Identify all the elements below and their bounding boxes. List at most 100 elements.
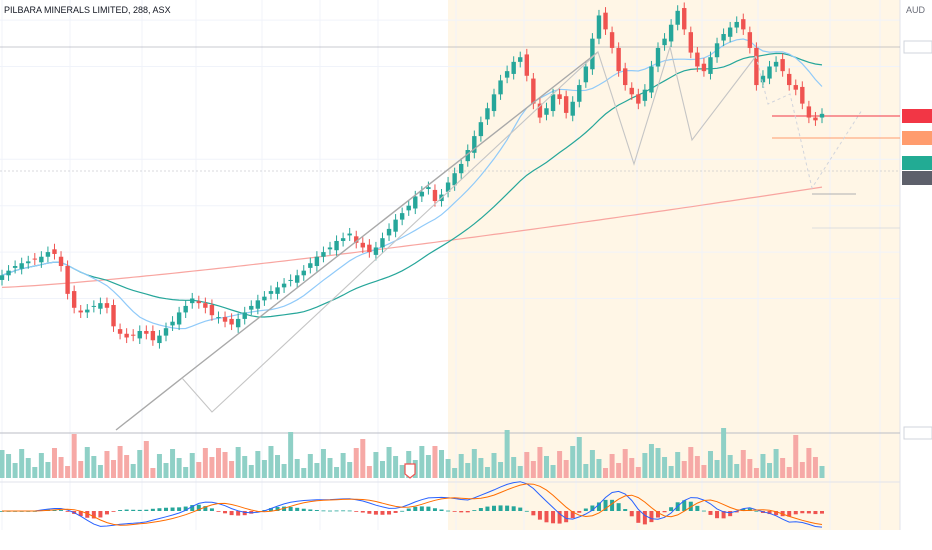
macd-histogram-bar <box>380 511 385 515</box>
candle-body <box>124 333 129 338</box>
volume-bar <box>235 447 241 478</box>
macd-histogram-bar <box>59 510 64 511</box>
candle-body <box>780 59 785 72</box>
macd-histogram-bar <box>314 510 319 511</box>
macd-panel <box>0 481 824 528</box>
macd-histogram-bar <box>78 511 83 517</box>
macd-histogram-bar <box>367 511 372 514</box>
macd-histogram-bar <box>557 511 562 524</box>
candle-body <box>596 15 602 39</box>
macd-histogram-bar <box>85 511 90 518</box>
candle-body <box>524 54 529 76</box>
low-value-box <box>903 426 932 440</box>
price-badge <box>902 156 932 170</box>
macd-histogram-bar <box>800 511 805 514</box>
level-lines <box>0 46 900 434</box>
macd-histogram-bar <box>229 511 234 516</box>
macd-histogram-bar <box>216 511 221 512</box>
candle-body <box>655 47 661 67</box>
volume-bar <box>38 453 44 478</box>
volume-bar <box>812 457 818 478</box>
candle-body <box>537 103 543 118</box>
candle-body <box>334 240 339 251</box>
volume-bar <box>255 451 261 478</box>
volume-bar <box>163 463 169 478</box>
candle-body <box>406 205 411 211</box>
volume-bar <box>320 449 326 478</box>
candle-body <box>688 32 693 53</box>
candle-body <box>255 300 261 309</box>
macd-histogram-bar <box>715 511 720 519</box>
price-badge <box>902 131 932 145</box>
macd-histogram-bar <box>413 506 418 511</box>
volume-bar <box>242 456 248 478</box>
candle-body <box>203 303 208 308</box>
price-badge <box>902 109 932 123</box>
earnings-event-marker[interactable] <box>404 463 416 479</box>
currency-label: AUD <box>906 5 926 15</box>
volume-bar <box>281 464 287 478</box>
candle-body <box>137 330 142 339</box>
candle-body <box>800 86 805 104</box>
candle-body <box>52 249 57 254</box>
macd-histogram-bar <box>537 511 542 520</box>
candle-body <box>682 8 687 30</box>
candle-body <box>701 63 707 72</box>
macd-histogram-bar <box>518 507 523 511</box>
volume-bar <box>294 459 300 478</box>
volume-bar <box>616 463 622 478</box>
macd-histogram-bar <box>669 507 674 511</box>
volume-bar <box>570 446 576 478</box>
macd-histogram-bar <box>321 510 326 512</box>
volume-bar <box>550 465 556 478</box>
candle-body <box>478 122 484 137</box>
volume-bar <box>524 452 530 478</box>
volume-bar <box>124 455 130 478</box>
macd-histogram-bar <box>196 504 201 511</box>
candle-body <box>531 78 536 104</box>
macd-histogram-bar <box>203 506 208 511</box>
volume-bar <box>714 460 720 478</box>
macd-histogram-bar <box>419 506 424 511</box>
macd-histogram-bar <box>452 511 457 512</box>
volume-bar <box>517 466 523 478</box>
macd-histogram-bar <box>570 511 575 519</box>
macd-histogram-bar <box>623 509 628 511</box>
volume-bar <box>393 456 399 478</box>
candle-body <box>104 303 110 308</box>
candle-body <box>144 330 149 334</box>
macd-histogram-bar <box>754 510 759 512</box>
volume-bar <box>379 461 385 478</box>
macd-histogram-bar <box>164 507 168 511</box>
volume-bar <box>45 462 51 478</box>
volume-bar <box>104 451 110 478</box>
candle-body <box>6 270 11 276</box>
candle-body <box>577 85 582 102</box>
macd-histogram-bar <box>439 509 444 511</box>
candle-body <box>242 312 247 319</box>
macd-histogram-bar <box>544 511 549 523</box>
candle-body <box>787 73 792 86</box>
candle-body <box>557 94 562 99</box>
candle-body <box>668 24 674 42</box>
macd-histogram-bar <box>354 511 359 512</box>
volume-bar <box>773 449 779 478</box>
macd-histogram-bar <box>774 511 779 516</box>
volume-bar <box>511 457 517 478</box>
volume-bar <box>747 459 753 478</box>
candle-body <box>419 191 425 197</box>
earnings-event-badge <box>404 463 416 479</box>
candle-body <box>373 247 379 255</box>
volume-bar <box>347 462 353 478</box>
volume-bar <box>268 446 274 478</box>
volume-bar <box>301 468 307 478</box>
volume-bar <box>373 452 379 478</box>
macd-histogram-bar <box>288 506 293 511</box>
volume-bar <box>399 465 405 478</box>
volume-bar <box>721 428 727 478</box>
candle-body <box>806 106 812 118</box>
volume-bar <box>458 454 464 478</box>
candle-body <box>65 266 70 294</box>
volume-bar <box>701 465 707 478</box>
